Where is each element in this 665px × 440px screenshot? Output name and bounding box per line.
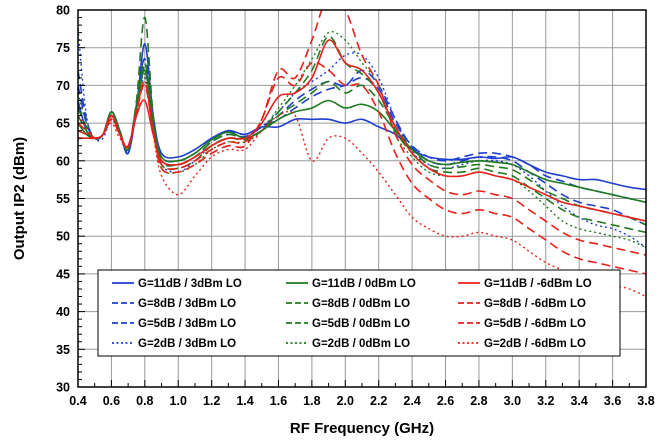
y-axis-label: Output IP2 (dBm) bbox=[11, 137, 28, 260]
x-tick-label: 2.0 bbox=[337, 394, 354, 408]
y-tick-label: 75 bbox=[56, 41, 70, 55]
x-tick-label: 3.6 bbox=[604, 394, 621, 408]
series-line bbox=[78, 39, 646, 222]
y-tick-label: 80 bbox=[56, 4, 70, 18]
series-line bbox=[78, 35, 646, 234]
y-tick-label: 60 bbox=[56, 154, 70, 168]
legend-entry: G=5dB / 3dBm LO bbox=[112, 318, 236, 330]
y-tick-label: 50 bbox=[56, 230, 70, 244]
legend-label: G=11dB / 3dBm LO bbox=[138, 278, 242, 290]
legend-entry: G=8dB / -6dBm LO bbox=[458, 298, 586, 310]
legend-label: G=11dB / -6dBm LO bbox=[484, 278, 592, 290]
legend-entry: G=2dB / 3dBm LO bbox=[112, 338, 236, 350]
x-tick-label: 3.2 bbox=[537, 394, 554, 408]
legend-label: G=5dB / 3dBm LO bbox=[138, 318, 236, 330]
y-tick-label: 65 bbox=[56, 117, 70, 131]
x-tick-label: 0.8 bbox=[136, 394, 153, 408]
x-axis-tick-labels: 0.4 0.6 0.8 1.0 1.2 1.4 1.6 1.8 2.0 2.2 2.4 2.6 2.8 3… bbox=[69, 394, 654, 408]
y-tick-label: 40 bbox=[56, 305, 70, 319]
x-tick-label: 1.6 bbox=[270, 394, 287, 408]
y-axis-tick-labels: 30 35 40 45 50 55 60 65 70 75 80 bbox=[56, 4, 70, 395]
series-line bbox=[78, 10, 646, 256]
legend-label: G=2dB / 0dBm LO bbox=[312, 338, 410, 350]
series-line bbox=[78, 16, 646, 226]
legend-entry: G=11dB / 0dBm LO bbox=[286, 278, 416, 290]
series-line bbox=[78, 69, 646, 204]
series-lines bbox=[78, 10, 646, 298]
x-tick-label: 0.4 bbox=[69, 394, 86, 408]
legend-box bbox=[97, 269, 621, 357]
series-line bbox=[78, 31, 646, 249]
legend-entry: G=5dB / -6dBm LO bbox=[458, 318, 586, 330]
x-tick-label: 1.4 bbox=[236, 394, 253, 408]
x-tick-label: 0.6 bbox=[103, 394, 120, 408]
x-tick-label: 1.8 bbox=[303, 394, 320, 408]
legend-label: G=8dB / 3dBm LO bbox=[138, 298, 236, 310]
x-tick-label: 2.8 bbox=[470, 394, 487, 408]
x-tick-label: 3.8 bbox=[637, 394, 654, 408]
x-tick-label: 2.4 bbox=[403, 394, 420, 408]
series-line bbox=[78, 80, 646, 298]
legend-label: G=8dB / -6dBm LO bbox=[484, 298, 586, 310]
legend-label: G=2dB / 3dBm LO bbox=[138, 338, 236, 350]
y-tick-label: 35 bbox=[56, 343, 70, 357]
legend-label: G=11dB / 0dBm LO bbox=[312, 278, 416, 290]
y-tick-label: 45 bbox=[56, 267, 70, 281]
legend-label: G=5dB / -6dBm LO bbox=[484, 318, 586, 330]
x-axis-label: RF Frequency (GHz) bbox=[290, 420, 434, 437]
legend: G=11dB / 3dBm LO G=8dB / 3dBm LO G=5dB / 3… bbox=[97, 269, 621, 357]
legend-entry: G=5dB / 0dBm LO bbox=[286, 318, 410, 330]
legend-entry: G=8dB / 3dBm LO bbox=[112, 298, 236, 310]
y-tick-label: 70 bbox=[56, 79, 70, 93]
x-tick-label: 1.2 bbox=[203, 394, 220, 408]
legend-entry: G=2dB / 0dBm LO bbox=[286, 338, 410, 350]
axis-ticks bbox=[77, 9, 647, 388]
x-tick-label: 1.0 bbox=[170, 394, 187, 408]
y-tick-label: 55 bbox=[56, 192, 70, 206]
x-tick-label: 2.6 bbox=[437, 394, 454, 408]
x-tick-label: 3.4 bbox=[570, 394, 587, 408]
legend-entry: G=8dB / 0dBm LO bbox=[286, 298, 410, 310]
x-tick-label: 3.0 bbox=[504, 394, 521, 408]
legend-label: G=2dB / -6dBm LO bbox=[484, 338, 586, 350]
series-line bbox=[78, 61, 646, 275]
series-line bbox=[78, 28, 646, 249]
legend-label: G=8dB / 0dBm LO bbox=[312, 298, 410, 310]
legend-entry: G=2dB / -6dBm LO bbox=[458, 338, 586, 350]
legend-entry: G=11dB / 3dBm LO bbox=[112, 278, 242, 290]
x-tick-label: 2.2 bbox=[370, 394, 387, 408]
legend-entry: G=11dB / -6dBm LO bbox=[458, 278, 592, 290]
y-tick-label: 30 bbox=[56, 381, 70, 395]
legend-label: G=5dB / 0dBm LO bbox=[312, 318, 410, 330]
